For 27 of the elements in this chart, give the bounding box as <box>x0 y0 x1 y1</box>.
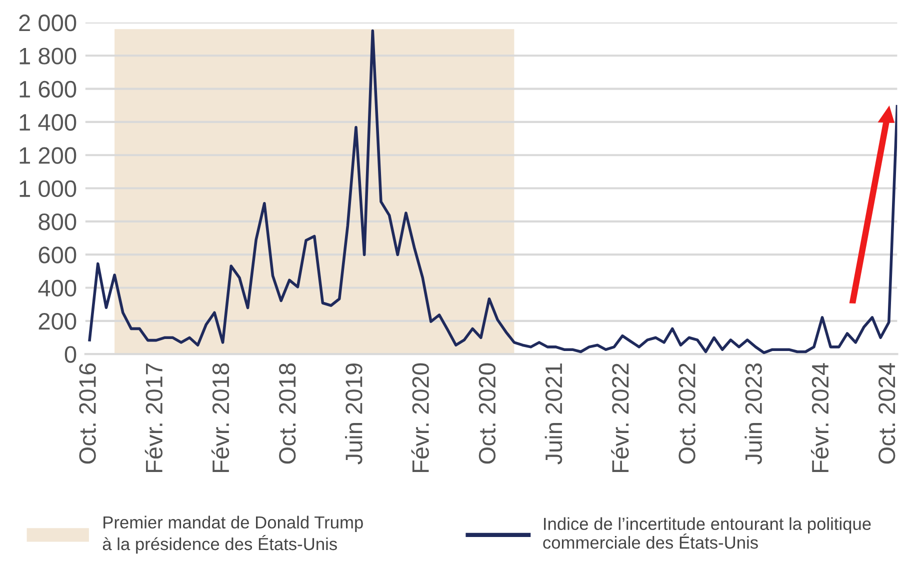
x-tick-label: Oct. 2024 <box>878 363 896 464</box>
y-tick-label: 200 <box>38 312 76 330</box>
y-tick-label: 1 000 <box>20 180 76 198</box>
x-tick-label: Oct. 2022 <box>678 364 696 464</box>
x-tick-label: Oct. 2020 <box>478 363 496 464</box>
y-tick-label: 1 200 <box>20 147 76 164</box>
x-tick-label: Oct. 2018 <box>279 363 296 464</box>
y-tick-label: 1 800 <box>20 48 76 64</box>
x-tick-label: Févr. 2017 <box>144 364 163 472</box>
x-tick-label: Oct. 2016 <box>79 363 96 464</box>
x-tick-label: Juin 2019 <box>345 364 362 464</box>
x-tick-label: Févr. 2024 <box>810 363 829 472</box>
y-tick-label: 1 600 <box>20 80 76 98</box>
legend-label: Indice de l’incertitude entourant la politique commerciale des États-Unis <box>543 517 871 549</box>
y-tick-label: 0 <box>64 346 76 363</box>
y-tick-label: 800 <box>38 213 76 230</box>
y-tick-label: 2 000 <box>19 14 76 32</box>
x-tick-label: Févr. 2020 <box>411 363 429 472</box>
y-tick-label: 600 <box>38 246 76 264</box>
x-tick-label: Juin 2023 <box>744 363 762 464</box>
x-tick-label: Févr. 2022 <box>611 364 629 472</box>
x-tick-label: Juin 2021 <box>544 364 562 464</box>
x-tick-label: Févr. 2018 <box>212 363 230 472</box>
y-tick-label: 1 400 <box>20 114 76 131</box>
text: Premier mandat de Donald Trump à la présidence des États-Unis <box>102 516 363 554</box>
line-series <box>88 29 898 354</box>
y-tick-label: 400 <box>38 280 76 297</box>
